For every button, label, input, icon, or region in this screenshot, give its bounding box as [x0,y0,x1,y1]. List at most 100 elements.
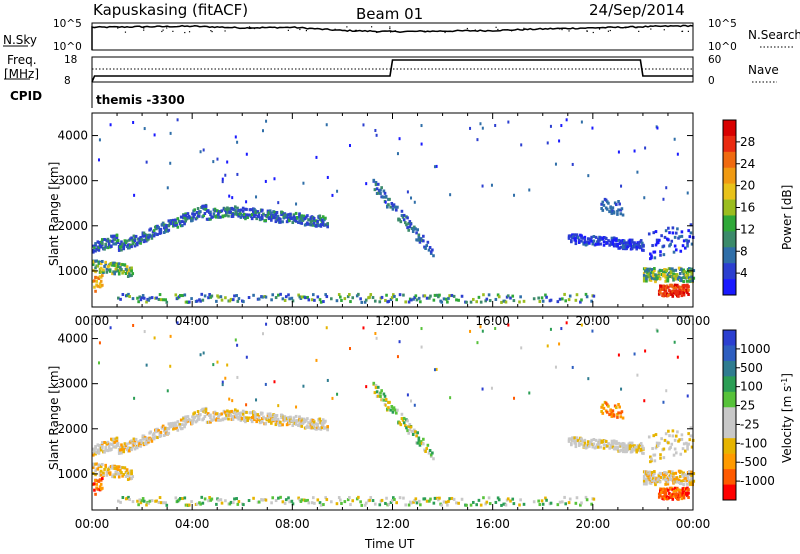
velocity-echo [379,391,382,395]
velocity-echo [567,439,571,443]
velocity-echo [274,499,278,503]
velocity-echo [670,495,673,499]
power-echo [319,300,323,304]
velocity-echo [212,415,216,419]
nsky-point [523,27,525,29]
x-tick-label: 12:00 [375,517,410,531]
colorbar-swatch [723,263,736,280]
power-echo [687,267,691,271]
velocity-echo [479,503,483,507]
power-echo [633,149,636,153]
velocity-echo [245,416,248,420]
power-echo [252,293,255,297]
power-echo [556,300,560,304]
velocity-echo [519,498,522,502]
power-echo [349,300,352,304]
velocity-echo [665,389,668,393]
velocity-echo [169,334,172,338]
power-echo [316,220,319,224]
y-tick-label: 3000 [57,174,88,188]
power-echo [254,213,257,217]
power-echo [670,292,673,296]
velocity-echo [581,439,584,443]
velocity-echo [111,466,114,470]
power-echo [588,241,591,245]
power-echo [99,270,103,274]
velocity-echo [560,327,563,331]
power-echo [607,239,610,243]
power-echo [660,284,663,288]
velocity-echo [585,445,589,449]
power-echo [580,120,583,124]
velocity-echo [117,499,120,503]
velocity-echo [415,434,418,438]
power-echo [103,247,106,251]
power-echo [683,246,687,250]
velocity-echo [101,477,104,481]
velocity-echo [561,500,564,504]
power-echo [98,138,101,142]
velocity-echo [283,418,287,422]
power-echo [645,277,648,281]
power-echo [680,230,684,234]
velocity-echo [684,476,688,480]
velocity-echo [362,326,365,330]
power-echo [626,245,629,249]
velocity-echo [229,413,233,417]
velocity-echo [655,441,659,445]
velocity-echo [687,432,690,436]
power-echo [97,276,101,280]
power-echo [416,238,420,242]
power-echo [311,293,315,297]
power-echo [167,224,171,228]
velocity-echo [685,478,689,482]
power-echo [133,193,136,197]
power-echo [104,243,107,247]
power-echo [173,223,176,227]
velocity-echo [209,413,212,417]
velocity-echo [602,406,606,410]
freq-trace [91,59,693,83]
power-echo [339,295,342,299]
colorbar-swatch [723,247,736,264]
power-echo [658,238,661,242]
power-echo [687,288,690,292]
power-echo [277,201,280,205]
power-echo [184,212,188,216]
velocity-echo [419,503,422,507]
velocity-echo [241,409,245,413]
velocity-echo [382,392,386,396]
power-echo [487,293,491,297]
power-echo [369,293,373,297]
velocity-echo [642,482,646,486]
power-echo [94,243,97,247]
power-echo [317,224,320,228]
power-echo [195,299,199,303]
power-echo [193,208,197,212]
velocity-echo [433,368,436,372]
nave-tick-top: 60 [708,54,721,66]
power-echo [319,224,323,228]
power-echo [678,271,682,275]
velocity-echo [130,469,133,473]
power-echo [94,242,97,246]
velocity-echo [475,503,478,507]
power-echo [411,229,415,233]
velocity-echo [105,473,109,477]
velocity-echo [114,445,118,449]
velocity-echo [630,450,634,454]
velocity-echo [339,498,342,502]
velocity-echo [250,416,254,420]
velocity-echo [504,503,508,507]
velocity-echo [147,438,150,442]
velocity-echo [649,481,653,485]
velocity-echo [621,416,625,420]
power-echo [609,205,612,209]
velocity-echo [619,448,623,452]
velocity-echo [279,420,282,424]
power-echo [312,221,316,225]
velocity-echo [176,420,180,424]
power-echo [647,269,651,273]
velocity-echo [359,500,362,504]
